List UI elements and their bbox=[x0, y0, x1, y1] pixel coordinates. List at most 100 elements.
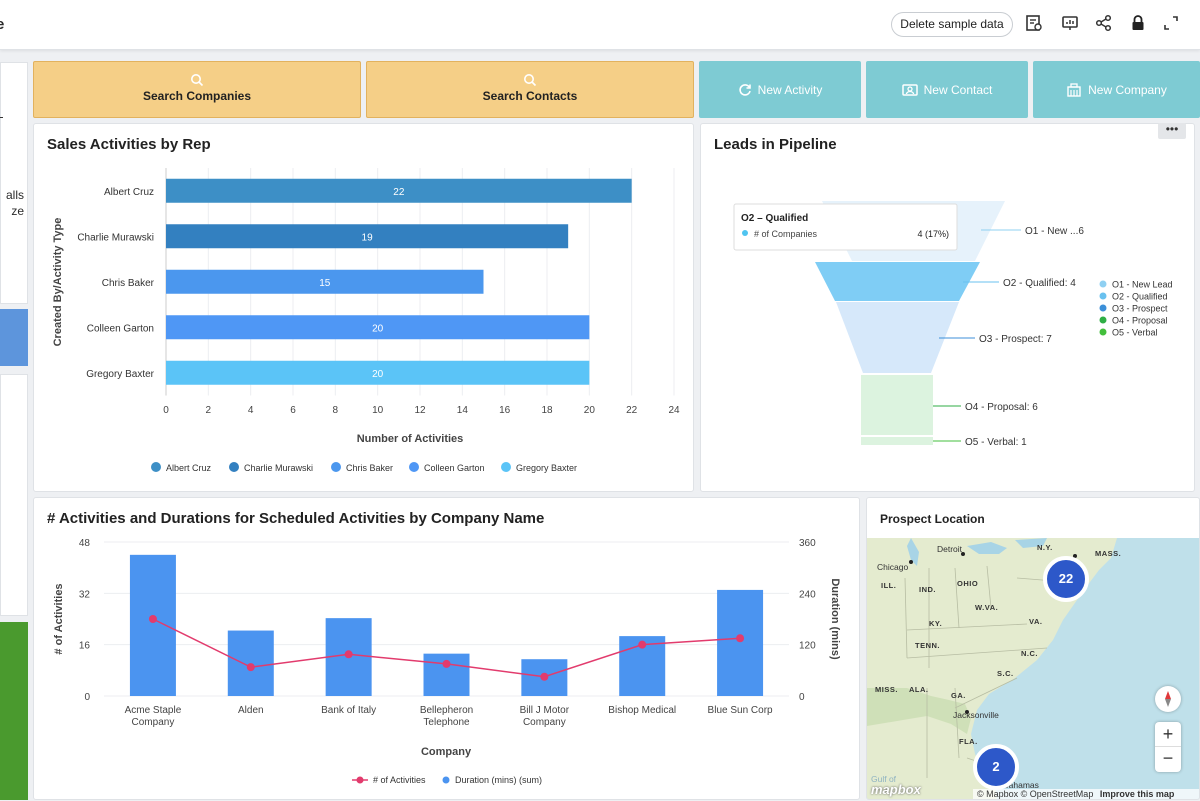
x-axis-title: Number of Activities bbox=[357, 433, 464, 445]
map-cluster-marker[interactable]: 22 bbox=[1043, 556, 1089, 602]
map-place-label: OHIO bbox=[957, 579, 978, 588]
x-tick-label: Company bbox=[132, 717, 175, 728]
new-activity-button[interactable]: New Activity bbox=[699, 61, 861, 118]
funnel-segment bbox=[836, 302, 959, 373]
x-tick-label: 18 bbox=[541, 405, 553, 416]
y2-tick-label: 240 bbox=[799, 589, 816, 600]
zoom-out-button[interactable]: − bbox=[1162, 748, 1174, 768]
x-tick-label: Bellepheron bbox=[420, 705, 473, 716]
y-tick-label: Colleen Garton bbox=[87, 323, 154, 334]
map-attribution: © Mapbox © OpenStreetMap Improve this ma… bbox=[973, 789, 1199, 799]
left-panel-button[interactable] bbox=[0, 309, 28, 366]
legend-label: Chris Baker bbox=[346, 463, 393, 473]
legend-swatch bbox=[356, 776, 364, 784]
funnel-data-label: O5 - Verbal: 1 bbox=[965, 437, 1027, 448]
legend-label: O1 - New Lead bbox=[1112, 280, 1173, 290]
zoom-controls: + − bbox=[1155, 722, 1181, 772]
left-panel-tile bbox=[0, 622, 28, 800]
share-icon[interactable] bbox=[1095, 14, 1117, 36]
new-activity-label: New Activity bbox=[757, 82, 823, 97]
line-point bbox=[148, 615, 157, 623]
legend-swatch bbox=[1099, 280, 1107, 288]
x-tick-label: 10 bbox=[372, 405, 384, 416]
x-tick-label: 12 bbox=[414, 405, 426, 416]
tooltip-metric: # of Companies bbox=[754, 229, 818, 239]
map-place-label: N.C. bbox=[1021, 649, 1038, 658]
report-icon[interactable] bbox=[1025, 14, 1047, 36]
legend-swatch bbox=[1099, 316, 1107, 324]
map-place-label: ILL. bbox=[881, 581, 896, 590]
legend-swatch bbox=[1099, 328, 1107, 336]
bar bbox=[166, 360, 590, 385]
legend-swatch bbox=[1099, 304, 1107, 312]
presentation-icon[interactable] bbox=[1061, 14, 1083, 36]
y-tick-label: Gregory Baxter bbox=[86, 369, 154, 380]
compass-button[interactable] bbox=[1155, 686, 1181, 712]
funnel-title: Leads in Pipeline bbox=[714, 136, 837, 153]
search-contacts-button[interactable]: Search Contacts bbox=[366, 61, 694, 118]
funnel-chart: O1 - New ...6 O2 - Qualified: 4 O3 - Prosp… bbox=[733, 201, 1173, 448]
x-tick-label: 0 bbox=[163, 405, 169, 416]
map-title: Prospect Location bbox=[880, 512, 985, 526]
legend-swatch bbox=[1099, 292, 1107, 300]
improve-map-link[interactable]: Improve this map bbox=[1099, 789, 1175, 799]
map-place-label: KY. bbox=[929, 619, 942, 628]
y-axis-title: Created By/Activity Type bbox=[52, 218, 64, 347]
legend-swatch bbox=[331, 462, 341, 472]
x-tick-label: Bank of Italy bbox=[321, 705, 376, 716]
map-place-label: ALA. bbox=[909, 685, 929, 694]
x-tick-label: Bill J Motor bbox=[520, 705, 570, 716]
y-tick-label: 48 bbox=[79, 538, 91, 549]
dashboard-title: e bbox=[0, 16, 5, 33]
left-panel-text: alls bbox=[5, 188, 24, 202]
new-contact-button[interactable]: New Contact bbox=[866, 61, 1028, 118]
legend-label: O5 - Verbal bbox=[1112, 328, 1158, 338]
x-tick-label: 4 bbox=[248, 405, 254, 416]
new-company-button[interactable]: New Company bbox=[1033, 61, 1200, 118]
lock-icon[interactable] bbox=[1129, 14, 1151, 36]
combo-chart-title: # Activities and Durations for Scheduled… bbox=[47, 510, 545, 527]
prospect-location-card: Prospect Location bbox=[866, 497, 1200, 800]
line-point bbox=[442, 659, 451, 668]
legend-label: # of Activities bbox=[373, 775, 426, 785]
funnel-data-label: O1 - New ...6 bbox=[1025, 226, 1084, 237]
line-point bbox=[246, 663, 255, 672]
bar-data-label: 20 bbox=[372, 323, 384, 334]
bar-data-label: 22 bbox=[393, 187, 405, 198]
y-tick-label: 16 bbox=[79, 641, 91, 652]
delete-sample-data-button[interactable]: Delete sample data bbox=[891, 12, 1013, 37]
bar bbox=[166, 178, 632, 203]
map-place-label: Bahamas bbox=[1003, 780, 1039, 790]
map-place-label: FLA. bbox=[959, 737, 978, 746]
x-tick-label: 6 bbox=[290, 405, 296, 416]
funnel-segment bbox=[861, 375, 933, 435]
prospect-map[interactable]: DetroitChicagoN.Y.MASS.PA.OHIOILL.IND.W.… bbox=[867, 538, 1199, 799]
map-cluster-marker[interactable]: 2 bbox=[973, 744, 1019, 790]
more-options-button[interactable]: ••• bbox=[1158, 123, 1186, 139]
bar bbox=[166, 315, 590, 340]
left-panel-middle bbox=[0, 374, 28, 616]
search-icon bbox=[191, 74, 204, 87]
map-place-label: Chicago bbox=[877, 562, 908, 572]
activities-durations-card: # Activities and Durations for Scheduled… bbox=[33, 497, 860, 800]
expand-icon[interactable] bbox=[1162, 14, 1184, 36]
attribution-text[interactable]: © Mapbox © OpenStreetMap bbox=[977, 789, 1094, 799]
map-place-label: IND. bbox=[919, 585, 936, 594]
mapbox-logo[interactable]: mapbox bbox=[871, 782, 921, 797]
y2-axis-title: Duration (mins) bbox=[829, 578, 841, 660]
compass-icon bbox=[1165, 691, 1171, 707]
x-tick-label: Company bbox=[523, 717, 566, 728]
top-bar: e Delete sample data bbox=[0, 0, 1200, 50]
bar-data-label: 19 bbox=[362, 232, 374, 243]
x-tick-label: 2 bbox=[206, 405, 212, 416]
x-tick-label: 22 bbox=[626, 405, 638, 416]
search-icon bbox=[524, 74, 537, 87]
y-tick-label: Charlie Murawski bbox=[77, 232, 154, 243]
bar bbox=[717, 589, 764, 696]
zoom-in-button[interactable]: + bbox=[1155, 722, 1181, 747]
y-tick-label: Chris Baker bbox=[102, 278, 155, 289]
search-companies-button[interactable]: Search Companies bbox=[33, 61, 361, 118]
legend-label: Albert Cruz bbox=[166, 463, 212, 473]
legend-label: Charlie Murawski bbox=[244, 463, 313, 473]
x-tick-label: Alden bbox=[238, 705, 264, 716]
